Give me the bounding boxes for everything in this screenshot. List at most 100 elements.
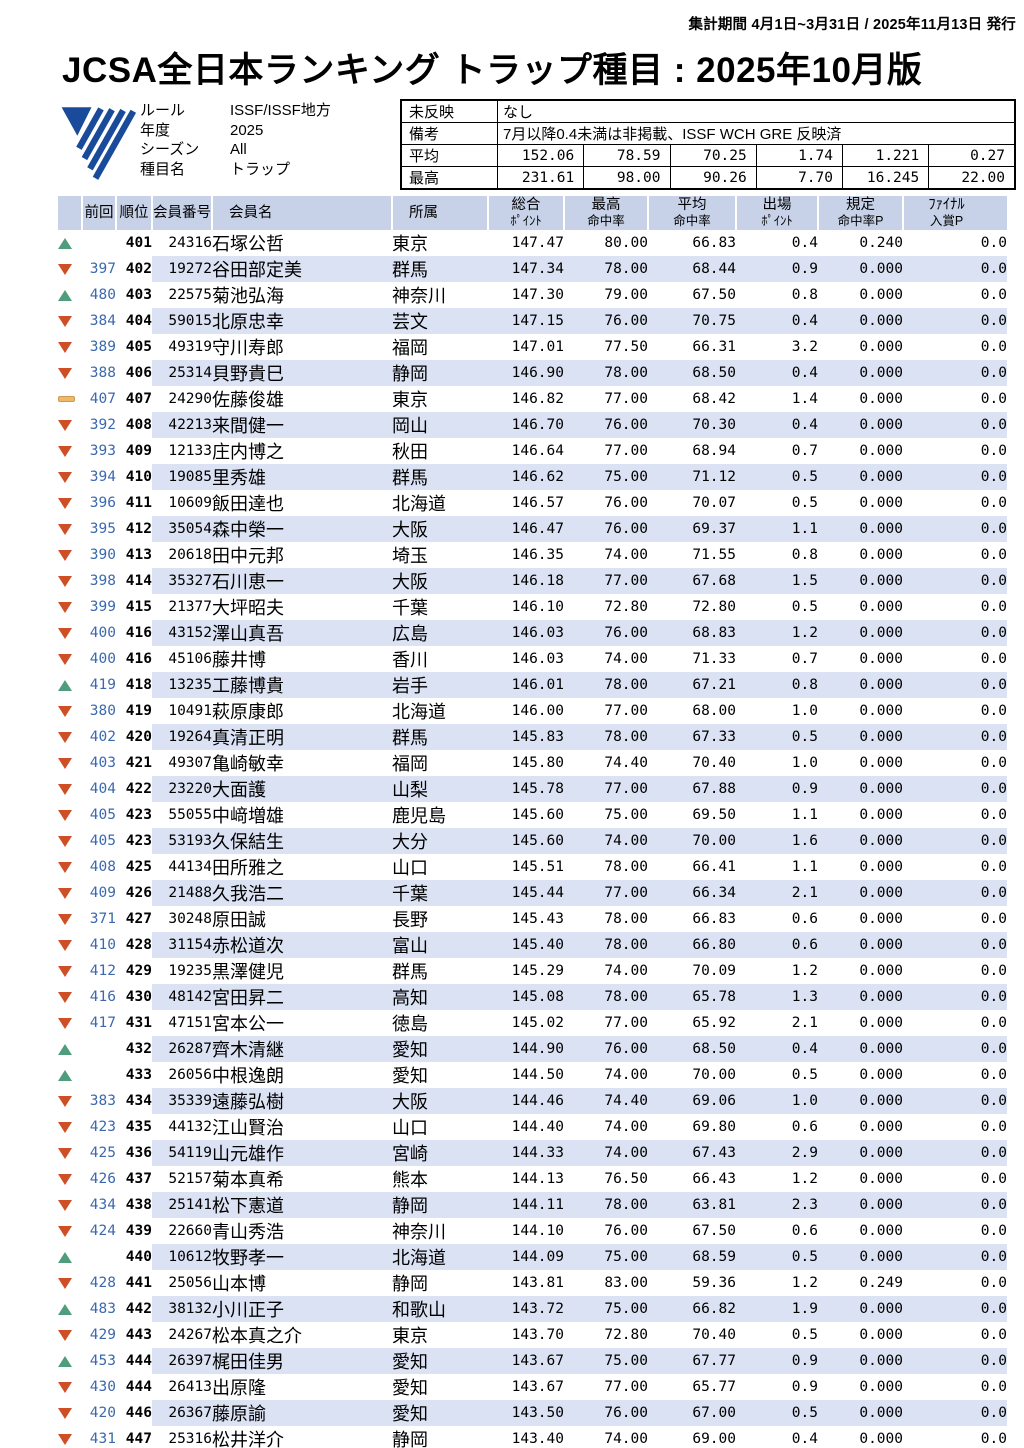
- trend-down-icon: [58, 341, 72, 353]
- logo-stripe: [81, 108, 115, 161]
- affiliation-cell: 長野: [392, 910, 428, 930]
- member-name-cell: 遠藤弘樹: [212, 1088, 392, 1114]
- total-points-cell: 146.82: [511, 391, 564, 407]
- avg-hit-rate-cell: 67.68: [648, 568, 736, 594]
- member-name-cell: 菊本真希: [212, 1170, 284, 1190]
- trend-down-icon: [58, 731, 72, 743]
- member-number-cell: 22575: [168, 287, 212, 303]
- trend-cell: [58, 1244, 82, 1270]
- member-number-cell: 59015: [152, 308, 212, 334]
- participation-points-cell: 0.4: [791, 1431, 818, 1447]
- trend-dash-icon: [58, 395, 75, 402]
- member-name-cell: 工藤博貴: [212, 672, 392, 698]
- participation-points-cell: 0.8: [736, 672, 818, 698]
- final-prize-p-cell: 0.0: [903, 568, 1007, 594]
- affiliation-cell: 北海道: [392, 702, 446, 722]
- prev-rank-cell: 402: [89, 729, 116, 745]
- table-row: 417 431 47151 宮本公一 徳島 145.02 77.00 65.92…: [58, 1010, 1007, 1036]
- final-prize-p-cell: 0.0: [903, 1192, 1007, 1218]
- final-prize-p-cell: 0.0: [980, 1119, 1007, 1135]
- best-hit-rate-cell: 79.00: [604, 287, 648, 303]
- member-number-cell: 31154: [152, 932, 212, 958]
- meta-row-rule: ルール ISSF/ISSF地方: [140, 101, 331, 121]
- affiliation-cell: 和歌山: [392, 1296, 488, 1322]
- table-row: 480 403 22575 菊池弘海 神奈川 147.30 79.00 67.5…: [58, 282, 1007, 308]
- member-name-cell: 亀崎敏幸: [212, 754, 284, 774]
- final-prize-p-cell: 0.0: [903, 360, 1007, 386]
- summary-label: 未反映: [400, 99, 498, 123]
- header-avg-hit-rate: 平均 命中率: [647, 196, 736, 230]
- meta-label-year: 年度: [140, 121, 171, 139]
- avg-hit-rate-cell: 67.21: [648, 672, 736, 698]
- trend-down-icon: [58, 939, 72, 951]
- regulation-hit-rate-p-cell: 0.000: [818, 360, 903, 386]
- member-name-cell: 石塚公哲: [212, 234, 284, 254]
- total-points-cell: 144.50: [511, 1067, 564, 1083]
- final-prize-p-cell: 0.0: [980, 1223, 1007, 1239]
- best-hit-rate-cell: 77.00: [564, 776, 648, 802]
- summary-value: 152.06: [496, 144, 585, 167]
- table-row: 429 443 24267 松本真之介 東京 143.70 72.80 70.4…: [58, 1322, 1007, 1348]
- trend-cell: [58, 308, 82, 334]
- table-row: 409 426 21488 久我浩二 千葉 145.44 77.00 66.34…: [58, 880, 1007, 906]
- trend-cell: [58, 880, 82, 906]
- regulation-hit-rate-p-cell: 0.000: [818, 1296, 903, 1322]
- avg-hit-rate-cell: 70.00: [648, 828, 736, 854]
- participation-points-cell: 0.7: [791, 651, 818, 667]
- member-number-cell: 13235: [152, 672, 212, 698]
- trend-cell: [58, 958, 82, 984]
- trend-down-icon: [58, 1407, 72, 1419]
- final-prize-p-cell: 0.0: [980, 599, 1007, 615]
- final-prize-p-cell: 0.0: [980, 859, 1007, 875]
- affiliation-cell: 徳島: [392, 1014, 428, 1034]
- trend-down-icon: [58, 523, 72, 535]
- total-points-cell: 145.02: [511, 1015, 564, 1031]
- prev-rank-cell: 480: [89, 287, 116, 303]
- avg-hit-rate-cell: 59.36: [692, 1275, 736, 1291]
- regulation-hit-rate-p-cell: 0.249: [859, 1275, 903, 1291]
- meta-value-year: 2025: [230, 121, 264, 139]
- header-regulation-hit-rate-p: 規定 命中率P: [817, 196, 903, 230]
- member-name-cell: 澤山真吾: [212, 620, 392, 646]
- member-name-cell: 庄内博之: [212, 442, 284, 462]
- trend-down-icon: [58, 965, 72, 977]
- final-prize-p-cell: 0.0: [980, 287, 1007, 303]
- trend-up-icon: [58, 1043, 72, 1055]
- member-name-cell: 里秀雄: [212, 464, 392, 490]
- total-points-cell: 143.70: [511, 1327, 564, 1343]
- header-participation-points: 出場 ﾎﾟｲﾝﾄ: [735, 196, 818, 230]
- trend-down-icon: [58, 1095, 72, 1107]
- prev-rank-cell: 384: [89, 313, 116, 329]
- total-points-cell: 144.13: [511, 1171, 564, 1187]
- regulation-hit-rate-p-cell: 0.000: [818, 516, 903, 542]
- rank-cell: 442: [125, 1301, 152, 1317]
- participation-points-cell: 0.6: [791, 1119, 818, 1135]
- best-hit-rate-cell: 78.00: [564, 1192, 648, 1218]
- best-hit-rate-cell: 74.00: [564, 1140, 648, 1166]
- participation-points-cell: 0.6: [791, 911, 818, 927]
- regulation-hit-rate-p-cell: 0.000: [859, 1379, 903, 1395]
- summary-value: 1.221: [841, 144, 930, 167]
- prev-rank-cell: 483: [89, 1301, 116, 1317]
- affiliation-cell: 秋田: [392, 442, 428, 462]
- trend-cell: [58, 594, 82, 620]
- trend-cell: [58, 984, 82, 1010]
- trend-cell: [58, 698, 82, 724]
- trend-cell: [58, 776, 82, 802]
- prev-rank-cell: 371: [89, 911, 116, 927]
- rank-cell: 413: [125, 547, 152, 563]
- affiliation-cell: 福岡: [392, 338, 428, 358]
- member-number-cell: 53193: [152, 828, 212, 854]
- rank-cell: 411: [125, 495, 152, 511]
- final-prize-p-cell: 0.0: [980, 547, 1007, 563]
- regulation-hit-rate-p-cell: 0.000: [818, 620, 903, 646]
- total-points-cell: 145.60: [511, 807, 564, 823]
- avg-hit-rate-cell: 70.40: [692, 755, 736, 771]
- best-hit-rate-cell: 75.00: [604, 807, 648, 823]
- prev-rank-cell: [82, 1062, 116, 1088]
- rank-cell: 429: [125, 963, 152, 979]
- avg-hit-rate-cell: 68.50: [648, 1036, 736, 1062]
- best-hit-rate-cell: 75.00: [564, 1348, 648, 1374]
- regulation-hit-rate-p-cell: 0.000: [818, 984, 903, 1010]
- total-points-cell: 145.83: [488, 724, 564, 750]
